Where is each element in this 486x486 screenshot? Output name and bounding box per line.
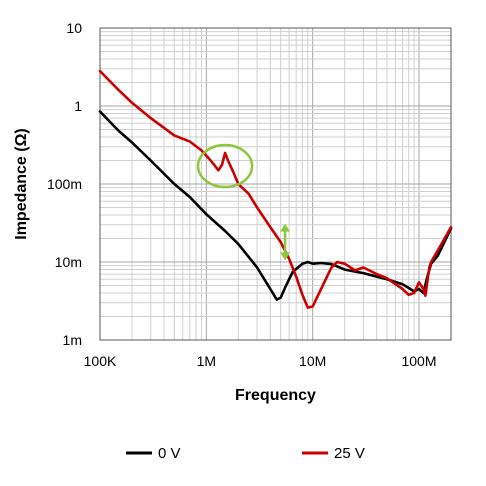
- y-tick-label: 100m: [47, 176, 82, 192]
- x-axis-title: Frequency: [235, 387, 316, 404]
- annotations: [196, 143, 291, 261]
- arrow-head-up: [280, 223, 291, 232]
- series-line-25v: [98, 69, 453, 309]
- y-tick-label: 1: [74, 98, 82, 114]
- plot-grid: [99, 28, 452, 341]
- series-lines: [98, 69, 453, 309]
- y-axis-title: Impedance (Ω): [13, 128, 30, 240]
- x-tick-label: 100M: [401, 353, 436, 369]
- series-line-0v: [98, 110, 453, 301]
- y-tick-label: 10: [66, 20, 82, 36]
- x-tick-label: 1M: [197, 353, 216, 369]
- legend-label: 25 V: [334, 445, 365, 462]
- highlight-ellipse: [196, 143, 254, 189]
- legend: 0 V 25 V: [126, 445, 365, 462]
- y-tick-label: 10m: [55, 254, 82, 270]
- arrow-head-down: [280, 252, 291, 261]
- x-tick-label: 100K: [84, 353, 117, 369]
- plot-frame: [99, 27, 452, 341]
- legend-label: 0 V: [158, 445, 181, 462]
- y-tick-label: 1m: [63, 332, 82, 348]
- x-tick-label: 10M: [299, 353, 326, 369]
- tick-labels: 100K 1M 10M 100M 10 1 100m 10m 1m: [47, 20, 437, 369]
